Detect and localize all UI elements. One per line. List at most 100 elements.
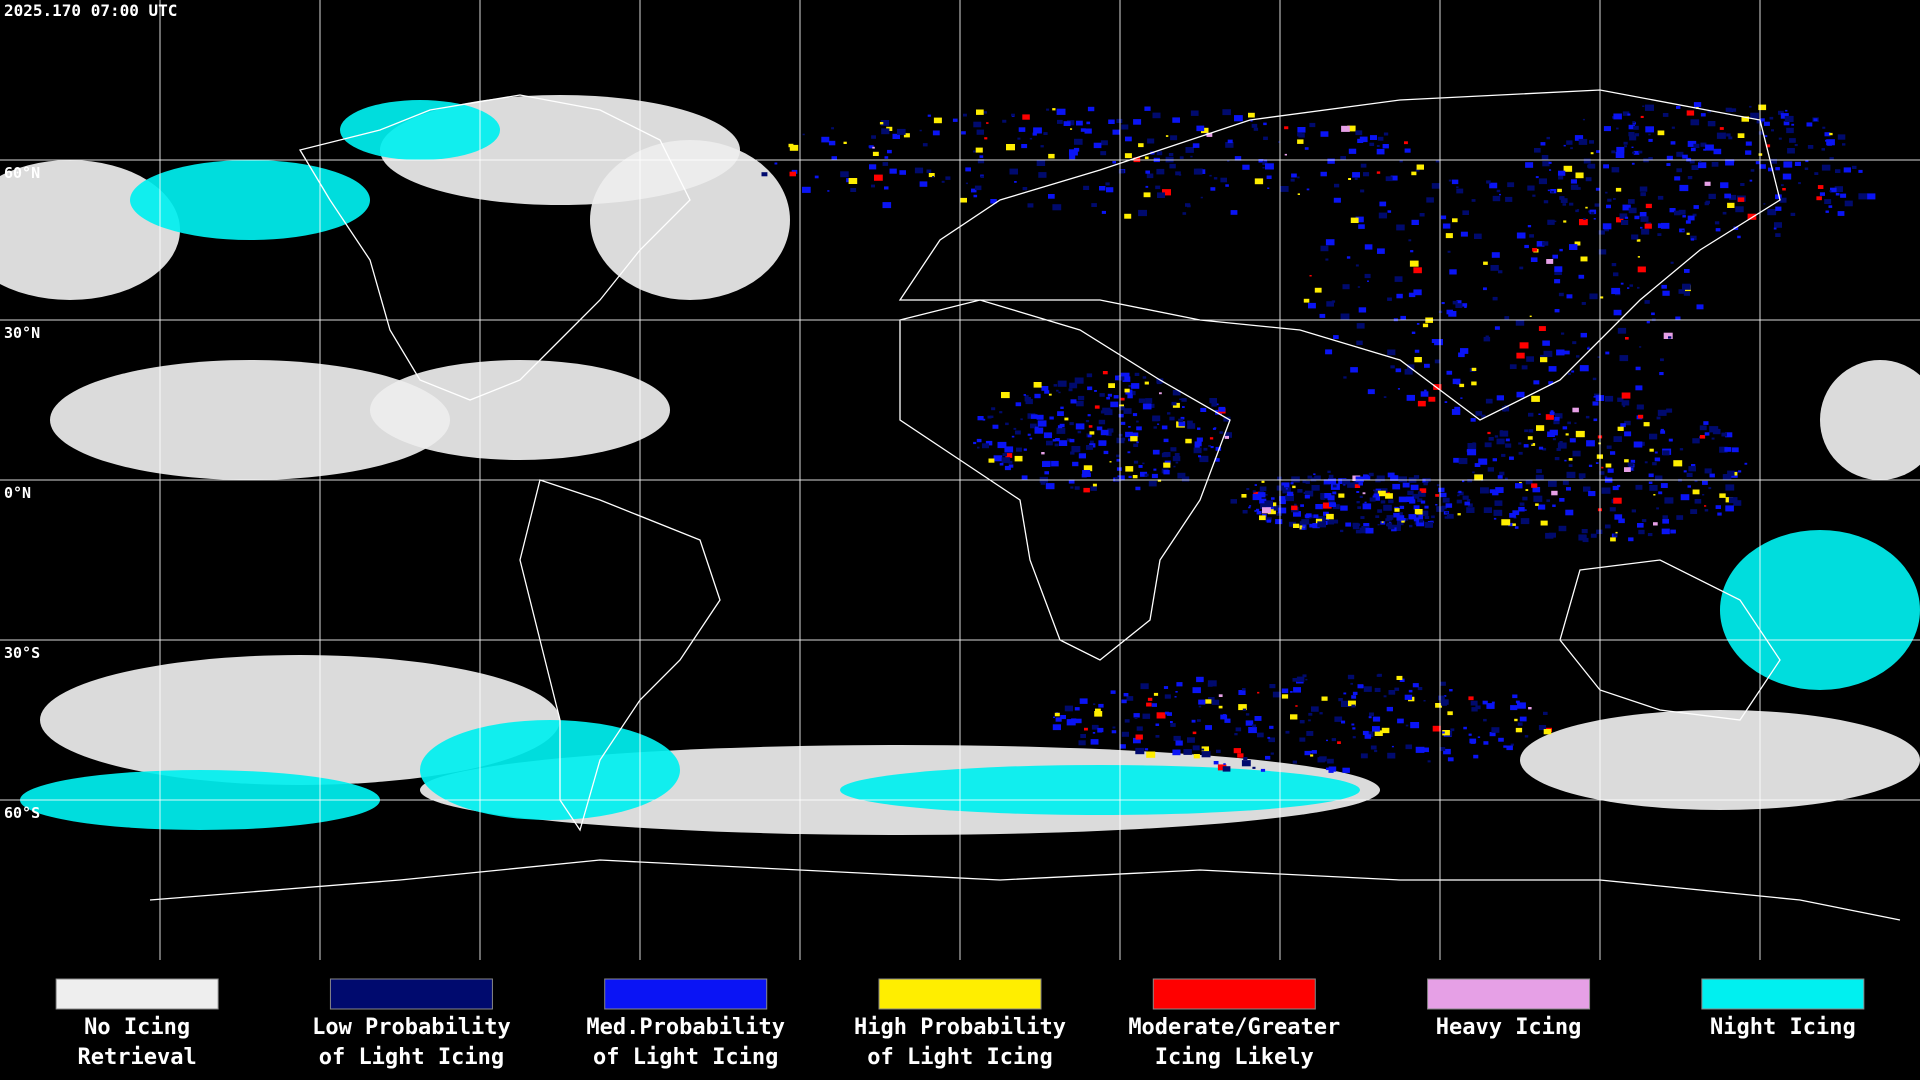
icing-pixel [1008, 460, 1013, 464]
icing-pixel [880, 120, 890, 126]
icing-pixel [1215, 446, 1222, 451]
icing-pixel [1270, 502, 1277, 507]
icing-pixel [1421, 494, 1424, 497]
icing-pixel [1350, 367, 1358, 373]
icing-pixel [1613, 272, 1619, 277]
icing-pixel [1499, 471, 1505, 476]
icing-pixel [1326, 767, 1330, 771]
icing-pixel [1542, 161, 1550, 167]
icing-pixel [1595, 462, 1599, 464]
icing-pixel [1414, 357, 1422, 363]
icing-pixel [1546, 259, 1554, 264]
icing-pixel [1657, 409, 1667, 416]
icing-pixel [1471, 367, 1477, 371]
icing-pixel [1704, 505, 1707, 507]
legend-label: Icing Likely [1155, 1045, 1314, 1070]
icing-pixel [1356, 340, 1363, 345]
icing-pixel [999, 411, 1003, 414]
icing-pixel [1362, 503, 1372, 510]
icing-pixel [1315, 504, 1323, 510]
icing-pixel [1691, 464, 1696, 467]
icing-pixel [879, 122, 884, 125]
icing-pixel [1355, 476, 1364, 483]
icing-pixel [871, 184, 875, 188]
icing-pixel [1442, 730, 1450, 736]
icing-pixel [1532, 487, 1541, 493]
icing-pixel [1538, 413, 1541, 415]
icing-pixel [1783, 161, 1793, 168]
icing-pixel [1666, 408, 1673, 413]
icing-pixel [1435, 703, 1442, 708]
icing-pixel [1371, 499, 1374, 501]
icing-pixel [1422, 747, 1429, 753]
icing-pixel [1768, 167, 1774, 172]
icing-pixel [1724, 193, 1731, 199]
icing-pixel [1402, 482, 1410, 488]
icing-pixel [1517, 722, 1523, 726]
icing-pixel [1496, 438, 1505, 445]
icing-pixel [1376, 674, 1381, 677]
icing-pixel [1412, 493, 1420, 499]
icing-pixel [1396, 515, 1405, 521]
icing-pixel [1174, 453, 1180, 457]
icing-pixel [1821, 148, 1825, 151]
icing-pixel [1663, 332, 1673, 339]
icing-pixel [1543, 711, 1548, 715]
icing-pixel [1245, 720, 1254, 726]
icing-pixel [1352, 736, 1356, 739]
icing-pixel [1067, 120, 1075, 126]
icing-pixel [1438, 310, 1443, 313]
icing-pixel [1281, 694, 1289, 699]
icing-pixel [1265, 755, 1271, 760]
icing-pixel [1033, 127, 1042, 134]
icing-pixel [1332, 519, 1339, 524]
icing-pixel [1541, 155, 1549, 160]
icing-pixel [1360, 516, 1365, 519]
icing-pixel [1670, 141, 1676, 145]
icing-pixel [1686, 110, 1695, 116]
icing-pixel [1722, 211, 1727, 215]
icing-pixel [1241, 494, 1247, 498]
icing-pixel [1789, 138, 1796, 143]
icing-pixel [1363, 172, 1370, 177]
icing-pixel [1319, 712, 1323, 715]
icing-pixel [1254, 484, 1257, 486]
icing-pixel [1645, 104, 1654, 111]
icing-pixel [1732, 472, 1738, 476]
icing-pixel [1703, 148, 1706, 151]
icing-pixel [1611, 167, 1620, 173]
icing-pixel [1108, 383, 1115, 388]
icing-pixel [1435, 160, 1440, 163]
icing-pixel [1745, 141, 1752, 146]
icing-pixel [1325, 349, 1333, 355]
icing-pixel [1092, 732, 1096, 734]
icing-pixel [1590, 533, 1597, 538]
icing-pixel [1704, 509, 1709, 512]
icing-pixel [1558, 292, 1564, 297]
icing-pixel [1187, 423, 1196, 429]
icing-pixel [1383, 695, 1387, 698]
icing-pixel [1671, 126, 1675, 129]
icing-pixel [1116, 454, 1120, 458]
legend-swatch [878, 978, 1042, 1010]
icing-pixel [1159, 392, 1162, 395]
icing-pixel [1390, 365, 1395, 369]
icing-pixel [1342, 478, 1351, 485]
icing-pixel [1127, 394, 1133, 399]
icing-pixel [1574, 422, 1577, 424]
icing-pixel [1074, 707, 1080, 711]
icing-pixel [1106, 397, 1110, 400]
icing-pixel [1571, 370, 1575, 373]
icing-pixel [1581, 529, 1588, 534]
icing-pixel [1151, 473, 1158, 479]
icing-pixel [1559, 498, 1565, 502]
icing-pixel [1720, 182, 1729, 189]
icing-pixel [1227, 160, 1230, 162]
icing-pixel [1060, 715, 1066, 720]
icing-pixel [1642, 105, 1645, 107]
icing-pixel [1209, 174, 1212, 177]
icing-pixel [1401, 520, 1405, 523]
icing-pixel [1597, 356, 1600, 358]
icing-pixel [1271, 497, 1275, 500]
icing-pixel [1197, 719, 1201, 722]
